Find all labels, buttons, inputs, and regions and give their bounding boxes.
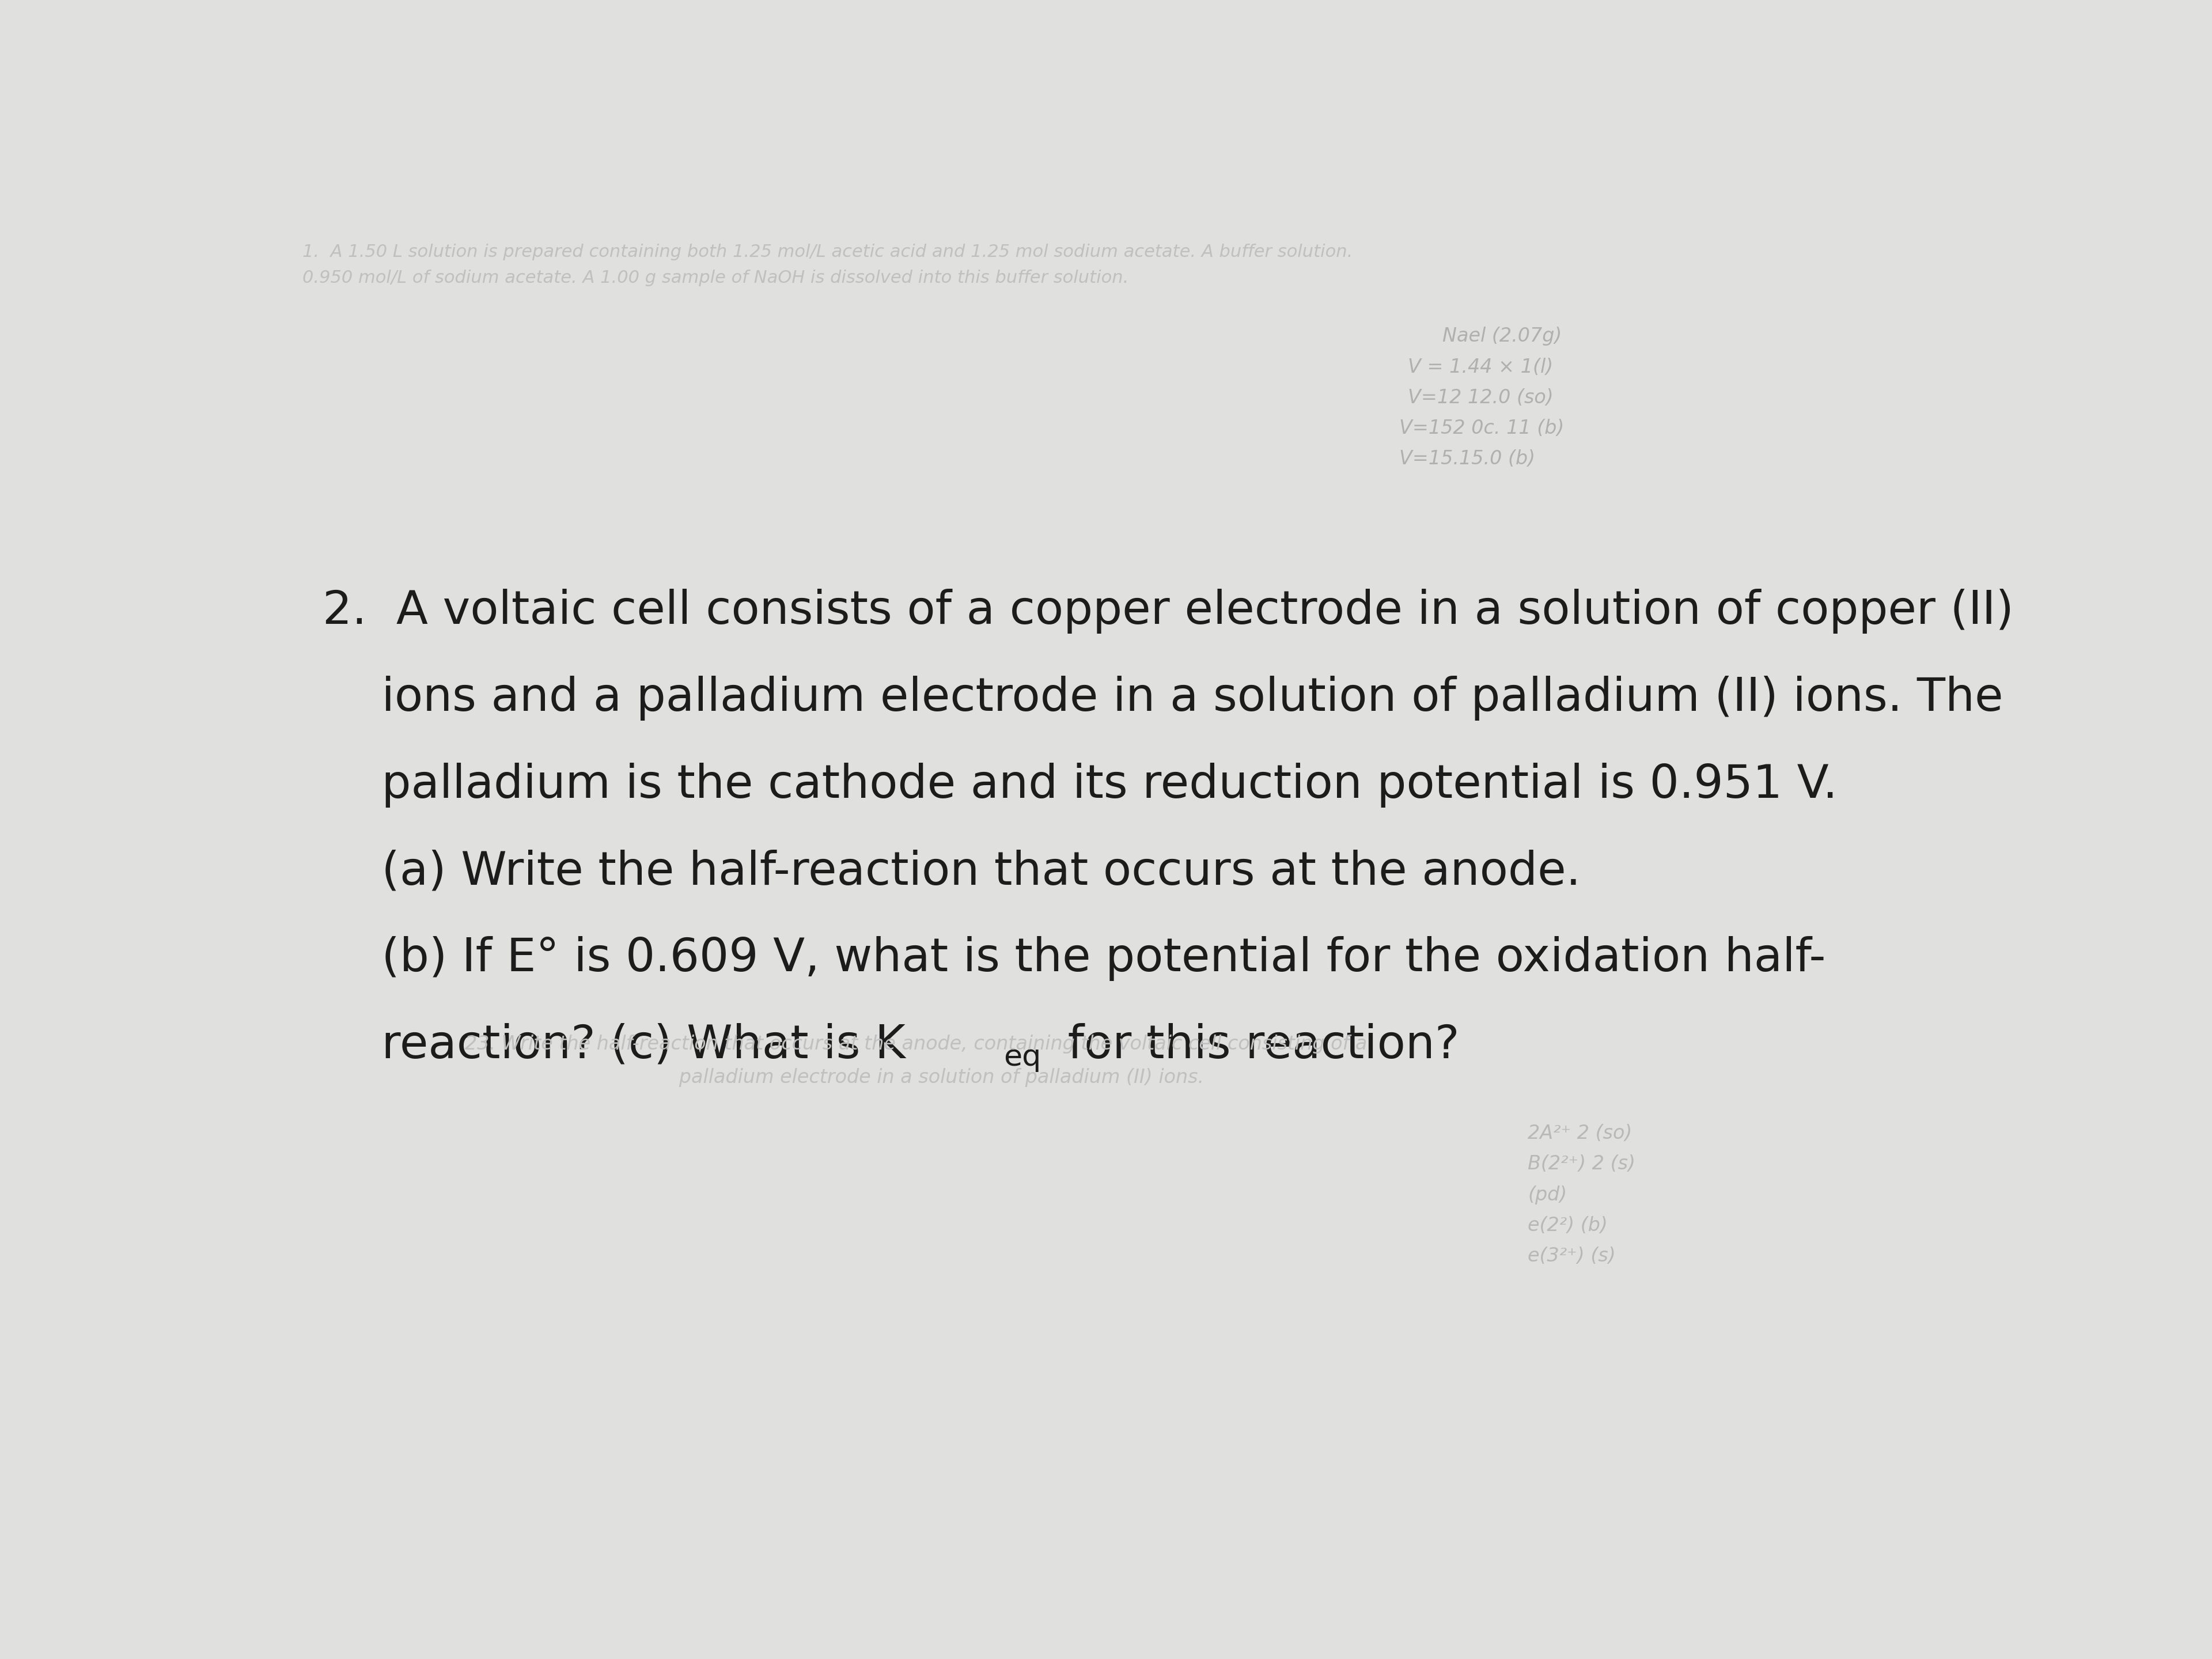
Text: Nael (2.07g): Nael (2.07g): [1442, 327, 1562, 345]
Text: palladium is the cathode and its reduction potential is 0.951 V.: palladium is the cathode and its reducti…: [323, 763, 1838, 808]
Text: V=12 12.0 (so): V=12 12.0 (so): [1407, 388, 1553, 406]
Text: reaction? (c) What is K: reaction? (c) What is K: [323, 1024, 905, 1068]
Text: 23. Write the half-reaction that occurs at the anode, containing the voltaic cel: 23. Write the half-reaction that occurs …: [465, 1035, 1367, 1053]
Text: (pd): (pd): [1528, 1185, 1568, 1204]
Text: eq: eq: [1004, 1044, 1042, 1072]
Text: ions and a palladium electrode in a solution of palladium (II) ions. The: ions and a palladium electrode in a solu…: [323, 675, 2004, 720]
Text: V=152 0c. 11 (b): V=152 0c. 11 (b): [1400, 418, 1564, 438]
Text: V=15.15.0 (b): V=15.15.0 (b): [1400, 450, 1535, 468]
Text: (a) Write the half-reaction that occurs at the anode.: (a) Write the half-reaction that occurs …: [323, 849, 1582, 894]
Text: 1.  A 1.50 L solution is prepared containing both 1.25 mol/L acetic acid and 1.2: 1. A 1.50 L solution is prepared contain…: [303, 244, 1352, 260]
Text: e(3²⁺) (s): e(3²⁺) (s): [1528, 1246, 1617, 1266]
Text: 2A²⁺ 2 (so): 2A²⁺ 2 (so): [1528, 1123, 1632, 1143]
Text: 2.  A voltaic cell consists of a copper electrode in a solution of copper (II): 2. A voltaic cell consists of a copper e…: [323, 589, 2013, 634]
Text: B(2²⁺) 2 (s): B(2²⁺) 2 (s): [1528, 1155, 1635, 1173]
Text: palladium electrode in a solution of palladium (II) ions.: palladium electrode in a solution of pal…: [465, 1068, 1203, 1087]
Text: V = 1.44 × 1(l): V = 1.44 × 1(l): [1407, 357, 1553, 377]
Text: for this reaction?: for this reaction?: [1053, 1024, 1460, 1068]
Text: e(2²) (b): e(2²) (b): [1528, 1216, 1608, 1234]
Text: 0.950 mol/L of sodium acetate. A 1.00 g sample of NaOH is dissolved into this bu: 0.950 mol/L of sodium acetate. A 1.00 g …: [303, 269, 1128, 285]
Text: (b) If E° is 0.609 V, what is the potential for the oxidation half-: (b) If E° is 0.609 V, what is the potent…: [323, 936, 1825, 980]
